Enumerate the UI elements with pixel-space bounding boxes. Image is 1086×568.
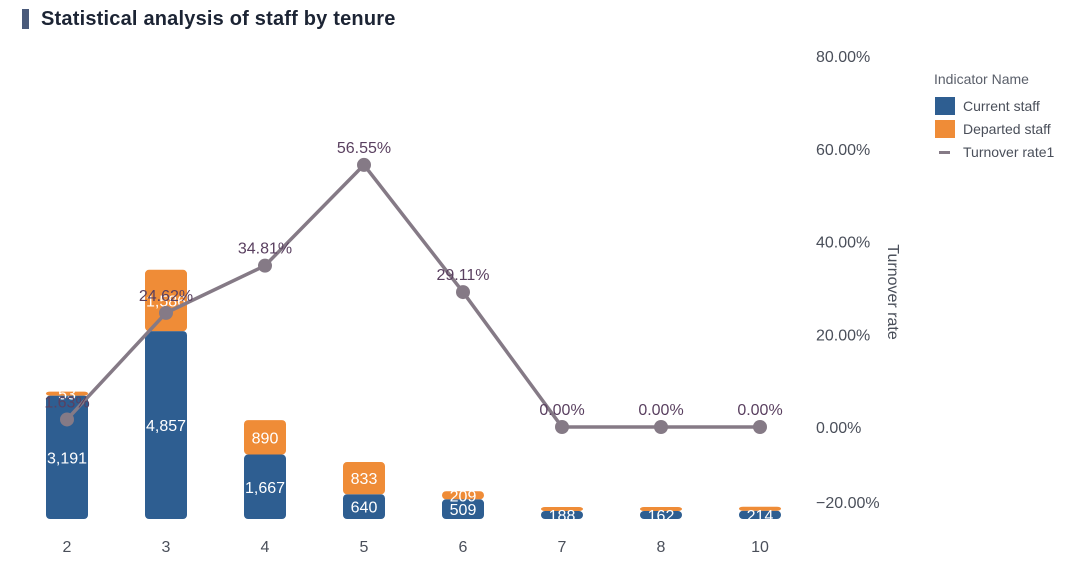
y2-tick-label: 60.00% xyxy=(816,142,870,159)
bar-label-current: 188 xyxy=(549,508,576,525)
bar-departed-staff[interactable] xyxy=(343,462,385,495)
bar-departed-staff[interactable] xyxy=(640,507,682,511)
y2-tick-label: 0.00% xyxy=(816,420,861,437)
turnover-line-layer: 1.63% 24.62% 34.81% 56.55% 29.11% 0.00% 0.00% 0… xyxy=(44,140,783,434)
x-tick-label: 3 xyxy=(162,539,171,556)
turnover-rate-point[interactable] xyxy=(159,305,173,320)
bar-label-current: 509 xyxy=(450,502,477,519)
bar-label-departed: 53 xyxy=(58,387,76,404)
x-tick-label: 5 xyxy=(360,539,369,556)
bar-label-departed: 833 xyxy=(351,471,378,488)
legend-swatch-current xyxy=(935,97,955,115)
bar-current-staff[interactable] xyxy=(244,454,286,519)
y2-tick-label: −20.00% xyxy=(816,495,880,512)
turnover-rate-label: 24.62% xyxy=(139,288,193,305)
bar-current-staff[interactable] xyxy=(145,331,187,519)
bar-departed-staff[interactable] xyxy=(46,391,88,396)
bar-label-current: 1,667 xyxy=(245,480,285,497)
y2-tick-label: 20.00% xyxy=(816,327,870,344)
bar-departed-staff[interactable] xyxy=(244,420,286,455)
bar-departed-staff[interactable] xyxy=(541,507,583,511)
turnover-rate-point[interactable] xyxy=(555,420,569,434)
bar-current-staff[interactable] xyxy=(46,395,88,519)
x-tick-label: 7 xyxy=(558,539,567,556)
legend-item-label[interactable]: Turnover rate1 xyxy=(963,144,1055,160)
turnover-rate-label: 34.81% xyxy=(238,241,292,258)
bar-current-staff[interactable] xyxy=(343,494,385,519)
page-title: Statistical analysis of staff by tenure xyxy=(41,7,396,30)
turnover-rate-label: 0.00% xyxy=(737,402,782,419)
x-tick-label: 8 xyxy=(657,539,666,556)
bar-label-current: 640 xyxy=(351,500,378,517)
turnover-rate-label: 0.00% xyxy=(539,402,584,419)
bar-current-staff[interactable] xyxy=(739,510,781,519)
legend-item-label[interactable]: Departed staff xyxy=(963,121,1051,137)
header-accent-bar xyxy=(22,9,29,29)
bar-label-current: 162 xyxy=(648,508,675,525)
y2-tick-label: 40.00% xyxy=(816,235,870,252)
turnover-rate-line xyxy=(65,163,760,429)
bar-current-staff[interactable] xyxy=(640,511,682,519)
bar-current-staff[interactable] xyxy=(442,499,484,519)
bar-departed-staff[interactable] xyxy=(145,269,187,332)
x-axis: 2 3 4 5 6 7 8 10 xyxy=(63,539,769,556)
turnover-rate-point[interactable] xyxy=(60,412,74,427)
right-axis-title: Turnover rate xyxy=(884,244,901,340)
bar-label-departed: 209 xyxy=(450,488,477,505)
bar-label-current: 3,191 xyxy=(47,450,87,467)
x-tick-label: 4 xyxy=(261,539,270,556)
legend-item-label[interactable]: Current staff xyxy=(963,98,1040,114)
legend-swatch-turnover xyxy=(939,151,950,154)
bar-current-staff[interactable] xyxy=(541,511,583,519)
legend: Indicator Name Current staff Departed staf… xyxy=(934,71,1055,160)
turnover-rate-point[interactable] xyxy=(753,420,767,434)
bar-label-departed: 890 xyxy=(252,430,279,447)
turnover-rate-point[interactable] xyxy=(654,420,668,434)
right-y-axis: 80.00% 60.00% 40.00% 20.00% 0.00% −20.00% xyxy=(816,49,880,512)
turnover-rate-label: 1.63% xyxy=(44,394,89,411)
turnover-rate-label: 29.11% xyxy=(436,267,489,284)
x-tick-label: 10 xyxy=(751,539,769,556)
x-tick-label: 2 xyxy=(63,539,72,556)
bar-label-current: 214 xyxy=(747,508,774,525)
legend-title: Indicator Name xyxy=(934,71,1029,87)
bar-departed-staff[interactable] xyxy=(442,491,484,500)
turnover-rate-point[interactable] xyxy=(456,285,470,300)
legend-swatch-departed xyxy=(935,120,955,138)
turnover-rate-label: 0.00% xyxy=(638,402,683,419)
bar-departed-staff[interactable] xyxy=(739,506,781,511)
x-tick-label: 6 xyxy=(459,539,468,556)
chart-header: Statistical analysis of staff by tenure xyxy=(22,8,396,30)
turnover-rate-point[interactable] xyxy=(258,258,272,273)
turnover-rate-point[interactable] xyxy=(357,157,371,172)
y2-tick-label: 80.00% xyxy=(816,49,870,66)
turnover-rate-label: 56.55% xyxy=(337,140,391,157)
bar-label-current: 4,857 xyxy=(146,418,186,435)
